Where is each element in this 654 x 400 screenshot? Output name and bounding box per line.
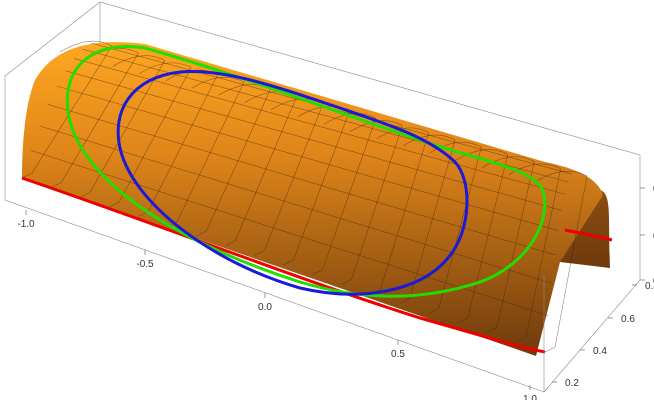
mesh-line (65, 70, 562, 211)
mesh-arc (482, 156, 535, 333)
x-axis-tick-label: -1.0 (17, 219, 35, 230)
mesh-arc (534, 170, 588, 353)
y-axis-tick-label: 0.6 (621, 314, 635, 325)
bounding-box-front (4, 76, 641, 393)
mesh-arc (21, 40, 113, 179)
blue-curve (116, 69, 469, 296)
mesh-arc (167, 77, 245, 227)
mesh-arc (79, 55, 166, 198)
x-axis-tick-label: 0.0 (258, 302, 272, 313)
cylinder-surface (22, 42, 603, 357)
mesh-arc (109, 62, 192, 208)
red-curve-end (564, 228, 613, 242)
x-axis: -1.0 -0.5 0.0 0.5 1.0 (17, 210, 537, 400)
mesh-line (73, 58, 566, 195)
y-axis-tick-label: 0.8 (645, 281, 654, 292)
x-axis-tick-label: -0.5 (136, 259, 154, 270)
mesh-arc (455, 149, 509, 324)
mesh-line (47, 104, 556, 256)
mesh-arc (399, 134, 456, 304)
z-axis: 0.00.20.4 (640, 184, 654, 287)
red-curve (21, 176, 546, 354)
mesh-line (39, 125, 552, 284)
x-axis-tick-label: 0.5 (391, 349, 405, 360)
green-curve (65, 45, 547, 298)
mesh-arc (341, 120, 403, 285)
y-axis-tick-label: 0.2 (565, 378, 579, 389)
y-axis: 0.2 0.4 0.6 0.8 (552, 281, 654, 389)
surface-mesh (21, 40, 588, 353)
x-axis-tick-label: 1.0 (523, 394, 537, 400)
mesh-line (56, 85, 559, 231)
y-axis-tick-label: 0.4 (593, 346, 607, 357)
mesh-arc (370, 127, 430, 295)
